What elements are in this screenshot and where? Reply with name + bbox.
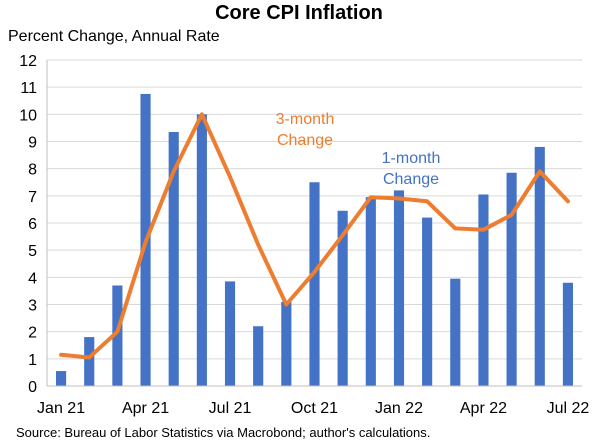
bar — [534, 146, 545, 386]
y-tick-label: 7 — [28, 189, 37, 206]
bar — [365, 197, 376, 386]
bar — [224, 281, 236, 386]
bar — [478, 194, 489, 386]
series-line-3-month — [59, 112, 570, 360]
bar — [281, 301, 292, 386]
y-tick-label: 6 — [28, 216, 37, 233]
x-tick-label: Jul 21 — [209, 400, 252, 417]
bar — [562, 282, 573, 386]
y-tick-label: 0 — [28, 379, 37, 396]
grid-layer — [47, 59, 582, 360]
y-tick-label: 5 — [28, 243, 37, 260]
annotation-label: 3-month — [276, 111, 335, 128]
y-tick-label: 9 — [28, 135, 37, 152]
annotation-label: Change — [277, 132, 333, 149]
bar — [253, 326, 264, 386]
y-tick-label: 4 — [28, 270, 37, 287]
y-tick-label: 3 — [28, 298, 37, 315]
bar — [56, 371, 67, 386]
bar — [393, 190, 405, 386]
x-tick-label: Oct 21 — [291, 400, 338, 417]
bar — [112, 285, 123, 386]
bar — [337, 210, 348, 386]
x-tick-label: Jan 22 — [375, 400, 423, 417]
y-tick-label: 11 — [20, 80, 37, 97]
annotation-label: 1-month — [382, 150, 441, 167]
bar — [422, 217, 433, 386]
y-tick-label: 2 — [28, 325, 37, 342]
x-tick-label: Jan 21 — [37, 400, 85, 417]
bar — [84, 337, 95, 386]
line-layer — [59, 112, 570, 360]
y-tick-label: 8 — [28, 162, 37, 179]
x-tick-label: Jul 22 — [547, 400, 590, 417]
x-tick-label: Apr 21 — [122, 400, 169, 417]
chart-subtitle: Percent Change, Annual Rate — [8, 28, 220, 45]
bar — [309, 182, 320, 386]
bar — [450, 278, 461, 386]
y-tick-label: 12 — [19, 53, 37, 70]
x-tick-label: Apr 22 — [460, 400, 507, 417]
y-tick-label: 10 — [19, 107, 37, 124]
chart-source: Source: Bureau of Labor Statistics via M… — [16, 425, 431, 440]
bar — [168, 131, 179, 386]
y-tick-label: 1 — [28, 352, 37, 369]
annotation-label: Change — [383, 171, 439, 188]
chart-title: Core CPI Inflation — [215, 2, 383, 24]
annotation-layer: 3-month Change 1-month Change — [276, 111, 441, 188]
bar — [196, 114, 207, 386]
bar — [506, 172, 517, 386]
